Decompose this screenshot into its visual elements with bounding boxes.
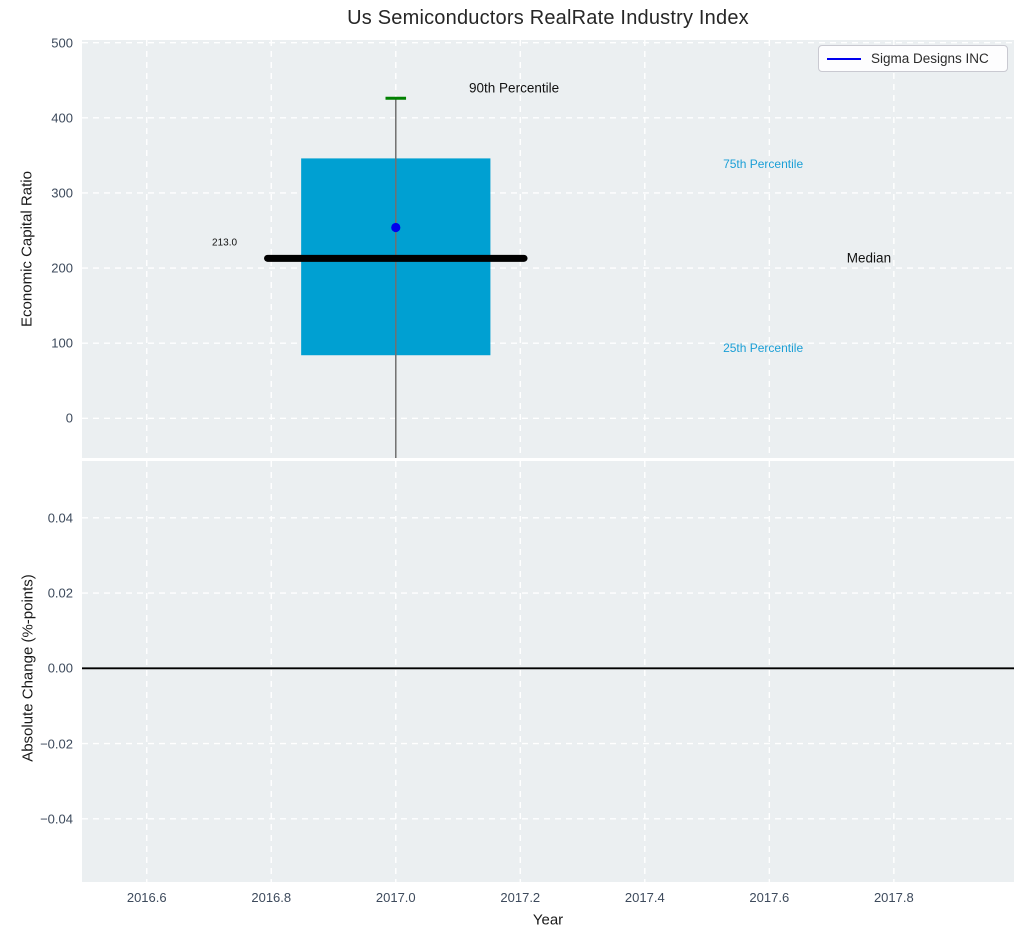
bottom-axes-background — [82, 461, 1014, 882]
annotation-90th-percentile: 90th Percentile — [469, 80, 560, 96]
annotation-75th-percentile: 75th Percentile — [723, 156, 804, 171]
y-axis-label-top: Economic Capital Ratio — [18, 171, 36, 327]
x-tick-label: 2017.0 — [375, 890, 416, 905]
y-tick-label-bottom: 0.00 — [47, 660, 73, 676]
x-tick-label: 2017.6 — [749, 890, 790, 905]
annotation-median-value: 213.0 — [212, 237, 238, 249]
y-tick-label-top: 400 — [51, 110, 73, 126]
legend-label: Sigma Designs INC — [871, 51, 989, 66]
y-tick-label-bottom: 0.04 — [47, 510, 73, 526]
y-tick-label-bottom: 0.02 — [47, 585, 73, 601]
x-tick-label: 2016.6 — [126, 890, 167, 905]
annotation-median: Median — [846, 250, 892, 266]
y-tick-label-bottom: −0.02 — [40, 736, 73, 752]
y-tick-label-top: 300 — [51, 185, 73, 201]
y-tick-label-top: 0 — [65, 410, 73, 426]
top-axes-background — [82, 40, 1014, 458]
x-tick-label: 2017.8 — [873, 890, 914, 905]
y-tick-label-top: 500 — [51, 35, 73, 51]
chart-title: Us Semiconductors RealRate Industry Inde… — [347, 7, 749, 29]
x-tick-label: 2017.4 — [624, 890, 665, 905]
y-tick-label-top: 100 — [51, 335, 73, 351]
x-axis-label: Year — [532, 911, 564, 929]
company-point — [391, 222, 401, 233]
x-tick-label: 2017.2 — [500, 890, 541, 905]
x-tick-label: 2016.8 — [251, 890, 292, 905]
legend[interactable]: Sigma Designs INC — [818, 45, 1008, 72]
annotation-25th-percentile: 25th Percentile — [723, 340, 804, 355]
y-axis-label-bottom: Absolute Change (%-points) — [19, 574, 37, 762]
legend-line-swatch — [827, 57, 861, 60]
y-tick-label-top: 200 — [51, 260, 73, 276]
y-tick-label-bottom: −0.04 — [40, 811, 73, 827]
